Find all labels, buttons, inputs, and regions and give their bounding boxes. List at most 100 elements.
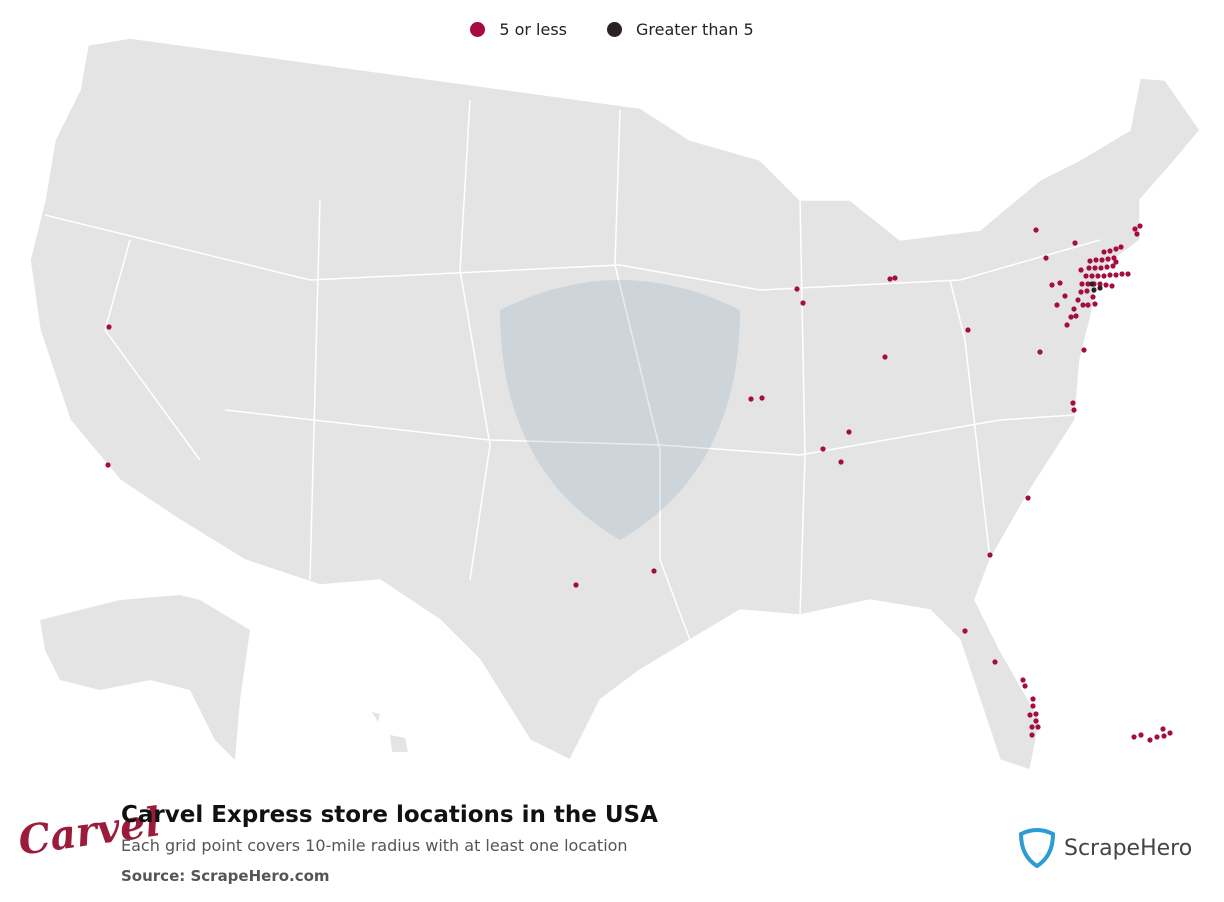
location-dot	[1072, 240, 1078, 246]
location-dot	[1070, 400, 1076, 406]
location-dot	[1138, 732, 1144, 738]
location-dot	[1119, 271, 1125, 277]
title: Carvel Express store locations in the US…	[121, 802, 658, 828]
location-dot	[1134, 231, 1140, 237]
watermark	[500, 280, 740, 540]
location-dot	[1089, 281, 1095, 287]
location-dot	[820, 446, 826, 452]
location-dot	[1109, 283, 1115, 289]
location-dot	[1103, 282, 1109, 288]
location-dot	[651, 568, 657, 574]
location-dot	[1020, 677, 1026, 683]
location-dot	[800, 300, 806, 306]
location-dot	[882, 354, 888, 360]
location-dot	[1085, 302, 1091, 308]
location-dot	[1022, 683, 1028, 689]
location-dot	[1080, 302, 1086, 308]
location-dot	[1033, 718, 1039, 724]
location-dot	[1098, 265, 1104, 271]
location-dot	[1113, 272, 1119, 278]
legend-swatch	[607, 22, 622, 37]
legend-swatch	[470, 22, 486, 37]
location-dot	[846, 429, 852, 435]
subtitle: Each grid point covers 10-mile radius wi…	[121, 836, 628, 855]
source: Source: ScrapeHero.com	[121, 867, 330, 885]
location-dot	[1086, 265, 1092, 271]
us-mainland	[29, 37, 1201, 771]
location-dot	[1095, 273, 1101, 279]
location-dot	[1030, 696, 1036, 702]
location-dot	[1131, 734, 1137, 740]
location-dot	[887, 276, 893, 282]
location-dot	[1078, 267, 1084, 273]
location-dot	[892, 275, 898, 281]
location-dot	[1118, 244, 1124, 250]
legend-item: Greater than 5	[607, 20, 754, 39]
legend: 5 or less Greater than 5	[0, 20, 1224, 39]
location-dot	[573, 582, 579, 588]
location-dot	[1025, 495, 1031, 501]
location-dot	[1101, 249, 1107, 255]
location-dot	[1064, 322, 1070, 328]
location-dots	[105, 223, 1173, 743]
location-dot	[1104, 264, 1110, 270]
location-dot	[1073, 313, 1079, 319]
location-dot	[1154, 734, 1160, 740]
location-dot	[759, 395, 765, 401]
location-dot	[962, 628, 968, 634]
location-dot	[748, 396, 754, 402]
location-dot	[1035, 724, 1041, 730]
location-dot	[1087, 258, 1093, 264]
location-dot	[1043, 255, 1049, 261]
location-dot	[965, 327, 971, 333]
location-dot	[1161, 733, 1167, 739]
location-dot	[1030, 703, 1036, 709]
location-dot	[1068, 314, 1074, 320]
location-dot	[1079, 281, 1085, 287]
location-dot	[1137, 223, 1143, 229]
location-dot	[1033, 227, 1039, 233]
brand-name: ScrapeHero	[1064, 835, 1193, 861]
location-dot	[1078, 289, 1084, 295]
location-dot	[1111, 255, 1117, 261]
alaska	[40, 595, 250, 760]
location-dot	[1090, 294, 1096, 300]
hawaii	[372, 712, 408, 752]
location-dot	[1057, 280, 1063, 286]
location-dot	[1147, 737, 1153, 743]
location-dot	[1062, 293, 1068, 299]
location-dot	[1049, 282, 1055, 288]
location-dot	[1027, 712, 1033, 718]
location-dot	[1085, 281, 1091, 287]
location-dot	[1167, 730, 1173, 736]
location-dot	[1071, 306, 1077, 312]
brand-icon	[1018, 828, 1056, 868]
location-dot	[106, 324, 112, 330]
location-dot	[1113, 246, 1119, 252]
location-dot	[1033, 711, 1039, 717]
location-dot	[1054, 302, 1060, 308]
location-dot	[1081, 347, 1087, 353]
location-dot	[1093, 257, 1099, 263]
location-dot	[1071, 407, 1077, 413]
location-dot	[1029, 724, 1035, 730]
location-dot	[1092, 265, 1098, 271]
location-dot	[1110, 263, 1116, 269]
location-dot	[1101, 273, 1107, 279]
location-dot	[1125, 271, 1131, 277]
location-dot	[1107, 272, 1113, 278]
location-dot	[1097, 281, 1103, 287]
location-dot	[1099, 257, 1105, 263]
legend-item: 5 or less	[470, 20, 567, 39]
location-dot	[1132, 226, 1138, 232]
location-dot	[1075, 297, 1081, 303]
location-dot	[987, 552, 993, 558]
location-dot	[1105, 256, 1111, 262]
location-dot	[838, 459, 844, 465]
location-dot	[992, 659, 998, 665]
brand: ScrapeHero	[1018, 828, 1192, 868]
location-dot	[1092, 301, 1098, 307]
footer: Carvel Express store locations in the US…	[121, 802, 658, 885]
